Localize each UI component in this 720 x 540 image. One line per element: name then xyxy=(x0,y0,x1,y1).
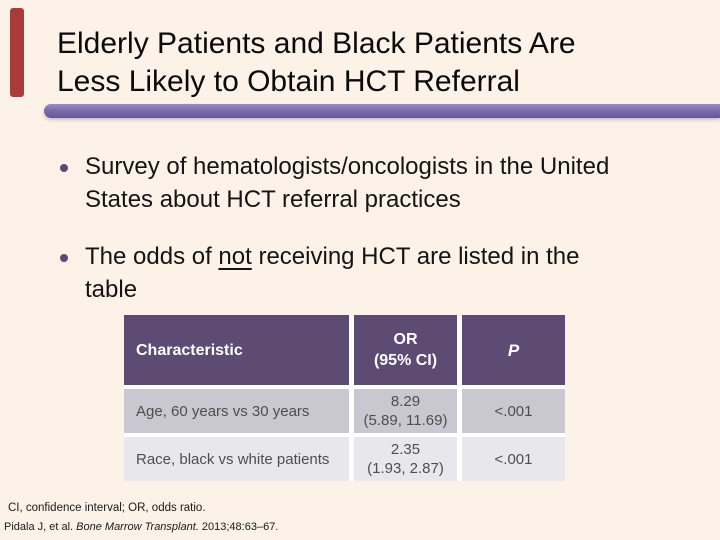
table-header-or-line2: (95% CI) xyxy=(373,352,438,369)
table-row-race-or: 2.35 (1.93, 2.87) xyxy=(354,437,457,481)
table-row-race-or-ci: (1.93, 2.87) xyxy=(367,460,444,477)
footnote-abbreviations: CI, confidence interval; OR, odds ratio. xyxy=(8,502,206,514)
citation-authors: Pidala J, et al. xyxy=(4,521,77,533)
bullet-odds-line2: table xyxy=(85,276,138,303)
odds-ratio-table: Characteristic OR (95% CI) P Age, 60 yea… xyxy=(124,315,565,481)
odds-text-pre: The odds of xyxy=(85,243,219,270)
table-row-age-or-value: 8.29 xyxy=(390,393,421,410)
table-header-or-95ci: OR (95% CI) xyxy=(354,315,457,385)
footnote-citation: Pidala J, et al. Bone Marrow Transplant.… xyxy=(4,521,278,533)
bullet-item-odds: The odds of not receiving HCT are listed… xyxy=(60,240,708,306)
bullet-list: Survey of hematologists/oncologists in t… xyxy=(60,150,708,330)
purple-underline-bar xyxy=(44,104,720,118)
table-row-age-characteristic: Age, 60 years vs 30 years xyxy=(124,389,349,433)
table-row-age-or: 8.29 (5.89, 11.69) xyxy=(354,389,457,433)
odds-text-underlined: not xyxy=(218,243,252,270)
citation-details: 2013;48:63–67. xyxy=(198,521,279,533)
bullet-odds-line1: The odds of not receiving HCT are listed… xyxy=(85,240,580,273)
slide-title-line1: Elderly Patients and Black Patients Are xyxy=(57,27,576,60)
bullet-survey-line2: States about HCT referral practices xyxy=(85,186,461,213)
citation-journal: Bone Marrow Transplant. xyxy=(76,521,199,533)
table-header-characteristic: Characteristic xyxy=(124,315,349,385)
slide-title: Elderly Patients and Black Patients Are … xyxy=(57,25,713,101)
bullet-survey-line1: Survey of hematologists/oncologists in t… xyxy=(85,153,610,180)
bullet-dot-icon xyxy=(60,164,68,172)
bullet-item-survey: Survey of hematologists/oncologists in t… xyxy=(60,150,708,216)
bullet-dot-icon xyxy=(60,254,68,262)
bullet-text-odds: The odds of not receiving HCT are listed… xyxy=(85,240,580,306)
table-row-age-p: <.001 xyxy=(462,389,565,433)
table-row-race-or-value: 2.35 xyxy=(390,441,421,458)
slide-title-line2: Less Likely to Obtain HCT Referral xyxy=(57,65,520,98)
table-row-race-characteristic: Race, black vs white patients xyxy=(124,437,349,481)
table-header-or-line1: OR xyxy=(393,331,418,348)
table-row-race-p: <.001 xyxy=(462,437,565,481)
odds-text-post: receiving HCT are listed in the xyxy=(251,243,580,270)
table-row-age-or-ci: (5.89, 11.69) xyxy=(363,412,448,429)
table-header-p: P xyxy=(462,315,565,385)
bullet-text-survey: Survey of hematologists/oncologists in t… xyxy=(85,150,609,216)
red-accent-bar xyxy=(10,8,24,97)
